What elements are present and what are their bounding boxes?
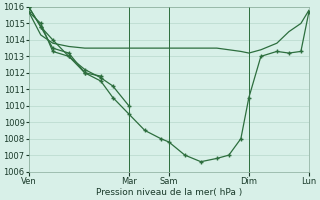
X-axis label: Pression niveau de la mer( hPa ): Pression niveau de la mer( hPa ): [96, 188, 242, 197]
